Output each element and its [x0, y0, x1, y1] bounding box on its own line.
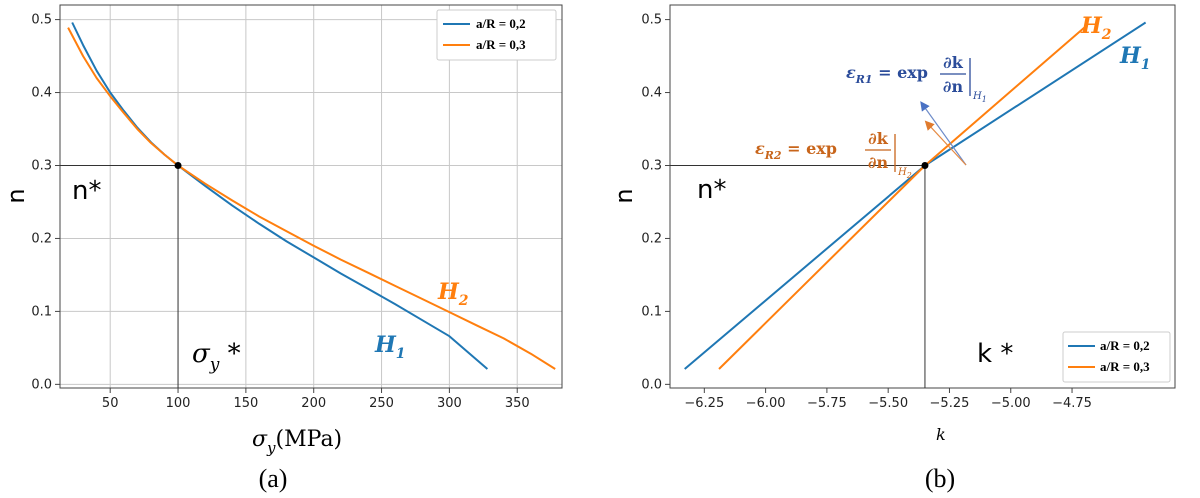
curve-label-h2: H2 [437, 279, 469, 309]
chart-a-series [67, 22, 556, 370]
series-line-1 [71, 22, 489, 370]
eps-r2-formula: εR2 = exp ∂k ∂n H2 [755, 129, 912, 180]
panel-label-a: (a) [259, 464, 288, 493]
y-tick-label: 0.0 [641, 377, 662, 392]
chart-b-series [684, 21, 1147, 370]
chart-a-frame [59, 4, 563, 389]
eps-r2-eval-sub: H2 [897, 167, 912, 180]
reference-point [174, 161, 182, 169]
legend-label-h2-b: a/R = 0,3 [1100, 359, 1150, 374]
k-star-label: k * [977, 339, 1013, 369]
curve-label-h2-b: H2 [1080, 13, 1112, 43]
n-star-label: n* [72, 176, 101, 206]
reference-point [921, 161, 929, 169]
chart-b-y-ticks: 0.0 0.1 0.2 0.3 0.4 0.5 [641, 13, 670, 392]
chart-b: −6.25 −6.00 −5.75 −5.50 −5.25 −5.00 −4.75 0.00… [610, 4, 1176, 493]
x-tick-label: −5.25 [930, 396, 970, 411]
sigma-star-label: σy * [192, 339, 241, 375]
x-tick-label: 250 [369, 396, 394, 411]
eps-r2-numerator: ∂k [868, 129, 889, 148]
y-tick-label: 0.2 [31, 231, 52, 246]
y-tick-label: 0.3 [31, 158, 52, 173]
gradient-arrow-h1 [920, 101, 967, 166]
x-tick-label: −5.00 [991, 396, 1031, 411]
x-axis-label-a: σy(MPa) [252, 427, 342, 457]
y-tick-label: 0.3 [641, 158, 662, 173]
chart-a-y-ticks: 0.0 0.1 0.2 0.3 0.4 0.5 [31, 13, 60, 392]
series-line-2 [67, 27, 556, 370]
x-tick-label: −5.50 [868, 396, 908, 411]
x-tick-label: 50 [102, 396, 119, 411]
y-tick-label: 0.5 [641, 13, 662, 28]
legend-box-b [1062, 331, 1171, 383]
chart-a-reference-lines [60, 164, 179, 388]
y-tick-label: 0.1 [641, 304, 662, 319]
legend-label-h1: a/R = 0,2 [476, 16, 526, 31]
x-tick-label: −6.25 [684, 396, 724, 411]
eps-r1-eval-sub: H1 [972, 91, 987, 104]
chart-b-legend: a/R = 0,2 a/R = 0,3 [1062, 331, 1171, 383]
chart-a-legend: a/R = 0,2 a/R = 0,3 [436, 9, 557, 61]
y-tick-label: 0.2 [641, 231, 662, 246]
x-tick-label: 150 [233, 396, 258, 411]
x-tick-label: −6.00 [746, 396, 786, 411]
panel-label-b: (b) [925, 464, 955, 493]
x-axis-label-b: k [936, 425, 946, 444]
eps-r2-denominator: ∂n [868, 153, 889, 172]
legend-box [436, 9, 557, 61]
chart-a-x-ticks: 50 100 150 200 250 300 350 [102, 388, 530, 411]
eps-r1-denominator: ∂n [943, 77, 964, 96]
legend-label-h1-b: a/R = 0,2 [1100, 338, 1150, 353]
y-axis-label-b: n [610, 188, 638, 203]
svg-text:εR1 = exp: εR1 = exp [846, 63, 928, 86]
curve-label-h1-b: H1 [1119, 43, 1151, 73]
x-tick-label: −4.75 [1052, 396, 1092, 411]
gradient-arrow-h2 [924, 120, 967, 166]
y-tick-label: 0.1 [31, 304, 52, 319]
eps-r1-formula: εR1 = exp ∂k ∂n H1 [846, 53, 987, 104]
eps-r1-numerator: ∂k [943, 53, 964, 72]
n-star-label-b: n* [697, 175, 726, 205]
x-tick-label: 350 [505, 396, 530, 411]
y-axis-label-a: n [2, 188, 30, 203]
chart-b-x-ticks: −6.25 −6.00 −5.75 −5.50 −5.25 −5.00 −4.75 [684, 388, 1092, 411]
chart-a: 50 100 150 200 250 300 350 0.00.10.20.30.40.5 … [2, 4, 563, 493]
x-tick-label: 200 [301, 396, 326, 411]
x-tick-label: −5.75 [807, 396, 847, 411]
y-tick-label: 0.0 [31, 377, 52, 392]
chart-b-reference-lines [670, 164, 926, 388]
x-tick-label: 300 [437, 396, 462, 411]
y-tick-label: 0.4 [641, 86, 662, 101]
y-tick-label: 0.5 [31, 13, 52, 28]
x-tick-label: 100 [166, 396, 191, 411]
curve-label-h1: H1 [374, 332, 406, 362]
legend-label-h2: a/R = 0,3 [476, 37, 526, 52]
y-tick-label: 0.4 [31, 86, 52, 101]
svg-text:εR2 = exp: εR2 = exp [755, 139, 837, 162]
chart-b-frame [669, 4, 1176, 389]
